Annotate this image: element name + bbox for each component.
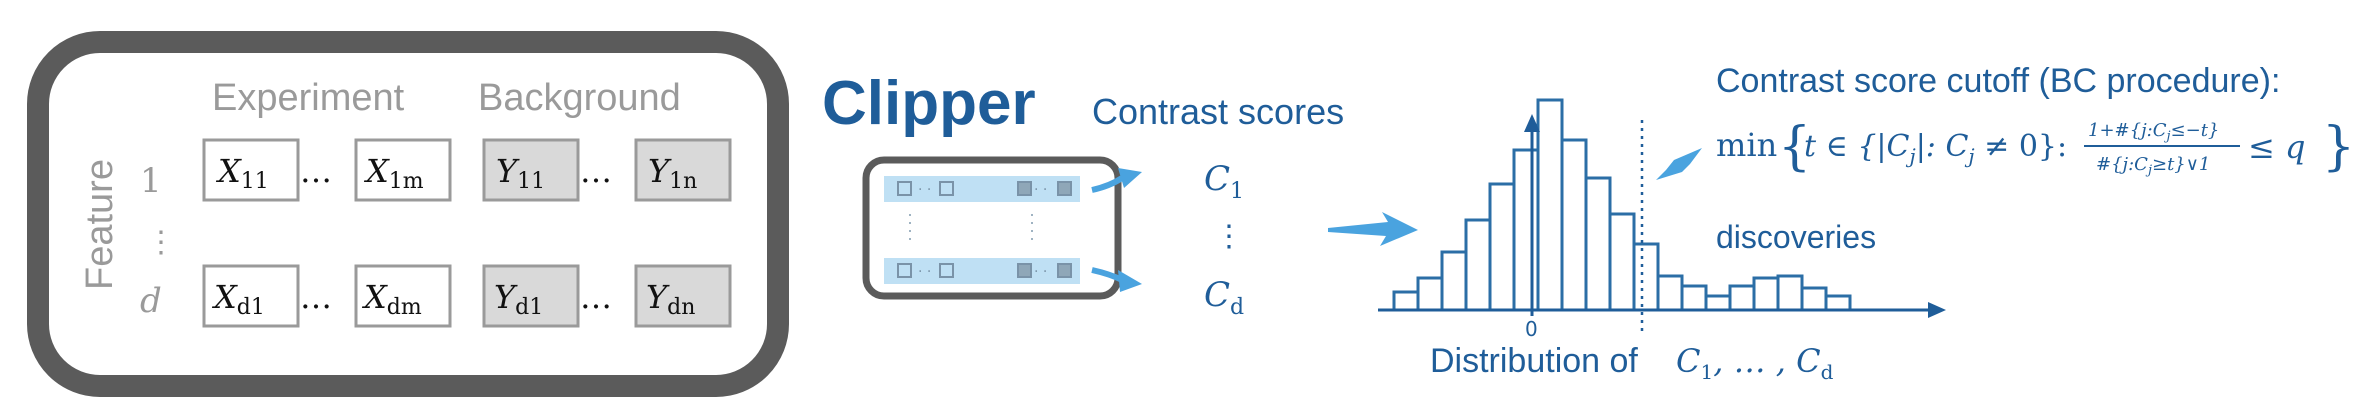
row-index-first: 1 bbox=[140, 161, 162, 201]
cell-yd1-label: Yd1 bbox=[494, 278, 543, 320]
cell-xdm bbox=[354, 264, 452, 328]
row-vertical-ellipsis: ⋮ bbox=[146, 225, 176, 260]
histogram-bar bbox=[1728, 284, 1756, 312]
contrast-scores-label: Contrast scores bbox=[1092, 91, 1344, 132]
cell-y1n bbox=[634, 138, 732, 202]
formula-left-brace: { bbox=[1778, 117, 1811, 177]
histogram-bar bbox=[1680, 284, 1708, 312]
formula-min: min bbox=[1716, 126, 1777, 164]
histogram-bar bbox=[1512, 148, 1540, 312]
histogram-bar bbox=[1440, 250, 1468, 312]
cell-xdm-label: Xdm bbox=[361, 278, 422, 320]
histogram-bar bbox=[1608, 212, 1636, 312]
mini-cell bbox=[939, 263, 954, 278]
mini-cell bbox=[1057, 263, 1072, 278]
cell-x11 bbox=[202, 138, 300, 202]
feature-label: Feature bbox=[79, 159, 121, 290]
histogram-bar bbox=[1488, 182, 1516, 312]
histogram-bar bbox=[1560, 138, 1588, 312]
data-matrix-frame bbox=[27, 31, 789, 397]
cutoff-title: Contrast score cutoff (BC procedure): bbox=[1716, 62, 2280, 100]
distribution-expr: C1, … , Cd bbox=[1676, 342, 1834, 384]
mini-dots: · · bbox=[1034, 264, 1047, 280]
clipper-row-band-d bbox=[884, 258, 1080, 284]
cell-xd1 bbox=[202, 264, 300, 328]
cell-y1n-label: Y1n bbox=[648, 152, 697, 194]
histogram-bar bbox=[1584, 176, 1612, 312]
formula-numerator: 1+#{j:Cj≤−t} bbox=[2088, 120, 2219, 144]
row2-exp-ellipsis: … bbox=[300, 278, 332, 316]
mini-dots: · · bbox=[1034, 182, 1047, 198]
formula-set-expr: t ∈ {|Cj|: Cj ≠ 0}: bbox=[1804, 129, 2067, 168]
histogram-bar bbox=[1824, 294, 1852, 312]
clipper-title: Clipper bbox=[822, 69, 1036, 138]
cell-ydn-label: Ydn bbox=[646, 278, 695, 320]
histogram-bar bbox=[1776, 274, 1804, 312]
mini-cell bbox=[1017, 263, 1032, 278]
mini-cell bbox=[897, 263, 912, 278]
cell-x11-label: X11 bbox=[215, 152, 269, 194]
row1-exp-ellipsis: … bbox=[300, 152, 332, 190]
discoveries-label: discoveries bbox=[1716, 219, 1876, 255]
cell-xd1-label: Xd1 bbox=[211, 278, 265, 320]
histogram-bar bbox=[1656, 274, 1684, 312]
histogram-y-axis-arrowhead bbox=[1524, 114, 1540, 132]
row-index-last: d bbox=[140, 281, 162, 321]
arrow-to-histogram bbox=[1328, 212, 1418, 246]
histogram-bar bbox=[1800, 286, 1828, 312]
cell-y11-label: Y11 bbox=[496, 152, 545, 194]
cell-y11 bbox=[482, 138, 580, 202]
mini-cell bbox=[939, 181, 954, 196]
histogram-bar bbox=[1464, 218, 1492, 312]
cell-x1m-label: X1m bbox=[363, 152, 424, 194]
experiment-label: Experiment bbox=[212, 77, 405, 119]
score-c1: C1 bbox=[1204, 159, 1244, 204]
arrow-to-cutoff bbox=[1656, 148, 1702, 180]
histogram-bar bbox=[1392, 290, 1420, 312]
mini-cell bbox=[897, 181, 912, 196]
histogram-bar bbox=[1704, 294, 1732, 312]
formula-right-brace: } bbox=[2322, 117, 2355, 177]
mini-dots: · · bbox=[918, 182, 931, 198]
formula-denominator: #{j:Cj≥t}∨1 bbox=[2096, 154, 2210, 178]
cell-ydn bbox=[634, 264, 732, 328]
background-label: Background bbox=[478, 77, 681, 119]
distribution-label: Distribution of bbox=[1430, 342, 1638, 380]
mini-dots: · · bbox=[918, 264, 931, 280]
mini-cell bbox=[1017, 181, 1032, 196]
histogram-bar bbox=[1536, 98, 1564, 312]
arrow-to-c1 bbox=[1091, 175, 1124, 193]
row2-bg-ellipsis: … bbox=[580, 278, 612, 316]
histogram-bar bbox=[1632, 242, 1660, 312]
mini-cell bbox=[1057, 181, 1072, 196]
row1-bg-ellipsis: … bbox=[580, 152, 612, 190]
arrow-to-cd-head bbox=[1118, 270, 1142, 292]
histogram-bar bbox=[1752, 276, 1780, 312]
histogram-bar bbox=[1416, 276, 1444, 312]
clipper-row-band-1 bbox=[884, 176, 1080, 202]
cell-x1m bbox=[354, 138, 452, 202]
score-cd: Cd bbox=[1204, 275, 1244, 320]
clipper-mini-frame bbox=[862, 156, 1122, 300]
score-vertical-ellipsis: ⋮ bbox=[1214, 219, 1244, 254]
arrow-to-c1-head bbox=[1118, 168, 1142, 188]
histogram-bars bbox=[1392, 98, 1852, 312]
zero-tick-label: 0 bbox=[1525, 317, 1538, 341]
histogram-x-axis-arrowhead bbox=[1928, 302, 1946, 318]
cell-yd1 bbox=[482, 264, 580, 328]
formula-leq-q: ≤ q bbox=[2248, 128, 2305, 166]
